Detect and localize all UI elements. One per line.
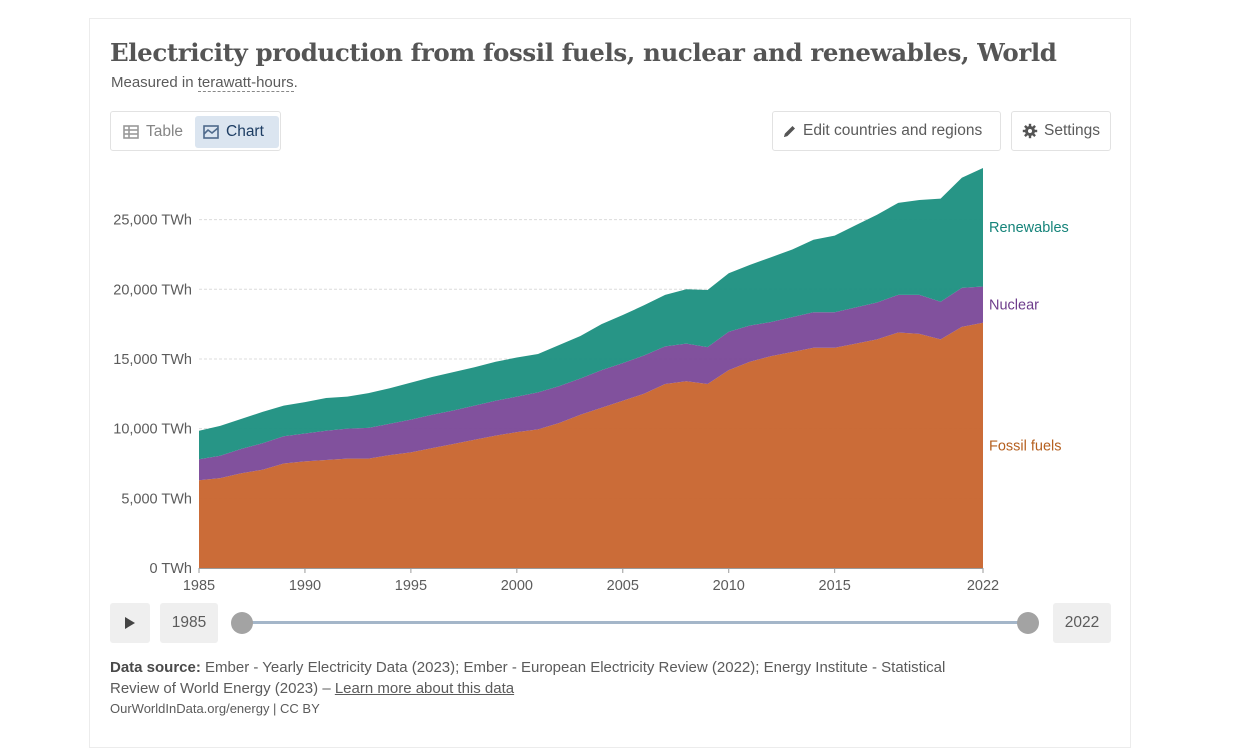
pencil-icon — [784, 125, 795, 137]
timeline-start-handle[interactable] — [231, 612, 253, 634]
y-tick-label: 10,000 TWh — [113, 422, 192, 438]
area-chart-icon — [203, 125, 219, 139]
x-tick-label: 2010 — [713, 578, 745, 594]
settings-button[interactable]: Settings — [1011, 111, 1111, 151]
subtitle-prefix: Measured in — [111, 74, 198, 91]
timeline-end-handle[interactable] — [1017, 612, 1039, 634]
play-button[interactable] — [110, 603, 150, 643]
legend-label-renewables: Renewables — [989, 220, 1069, 236]
view-tabs: Table Chart — [110, 111, 281, 151]
legend-label-fossil-fuels: Fossil fuels — [989, 438, 1062, 454]
table-icon — [123, 125, 139, 139]
x-tick-label: 1995 — [395, 578, 427, 594]
x-tick-label: 1990 — [289, 578, 321, 594]
subtitle-suffix: . — [293, 74, 298, 91]
area-chart: 0 TWh 5,000 TWh 10,000 TWh 15,000 TWh 20,000… — [113, 168, 1069, 594]
learn-more-link[interactable]: Learn more about this data — [334, 680, 515, 697]
tab-table[interactable]: Table — [115, 116, 195, 148]
tab-chart[interactable]: Chart — [195, 116, 279, 148]
play-icon — [125, 617, 135, 629]
chart-subtitle: Measured in terawatt-hours. — [111, 74, 298, 92]
x-tick-label: 1985 — [183, 578, 215, 594]
edit-countries-label: Edit countries and regions — [803, 122, 983, 139]
credit-line: OurWorldInData.org/energy | CC BY — [110, 701, 320, 716]
unit-link[interactable]: terawatt-hours — [197, 74, 294, 92]
y-tick-label: 0 TWh — [150, 561, 192, 577]
timeline-track[interactable] — [242, 621, 1028, 624]
y-tick-label: 5,000 TWh — [121, 491, 192, 507]
data-source-text: Ember - Yearly Electricity Data (2023); … — [110, 659, 946, 697]
x-tick-label: 2015 — [819, 578, 851, 594]
edit-countries-button[interactable]: Edit countries and regions — [772, 111, 1001, 151]
area-renewables — [199, 168, 983, 460]
y-tick-label: 15,000 TWh — [113, 352, 192, 368]
timeline-start-year[interactable]: 1985 — [160, 603, 218, 643]
y-tick-label: 20,000 TWh — [113, 282, 192, 298]
settings-label: Settings — [1044, 122, 1101, 139]
area-nuclear — [199, 286, 983, 481]
x-tick-label: 2022 — [967, 578, 999, 594]
x-tick-label: 2005 — [607, 578, 639, 594]
tab-table-label: Table — [146, 123, 184, 140]
chart-title: Electricity production from fossil fuels… — [110, 38, 1057, 67]
x-tick-label: 2000 — [501, 578, 533, 594]
gear-icon — [1022, 123, 1038, 139]
timeline-end-year[interactable]: 2022 — [1053, 603, 1111, 643]
area-fossil-fuels — [199, 322, 983, 568]
y-tick-label: 25,000 TWh — [113, 213, 192, 229]
tab-chart-label: Chart — [226, 123, 264, 140]
legend-label-nuclear: Nuclear — [989, 298, 1039, 314]
data-source-label: Data source: — [110, 659, 201, 676]
data-source-note: Data source: Ember - Yearly Electricity … — [110, 657, 970, 699]
